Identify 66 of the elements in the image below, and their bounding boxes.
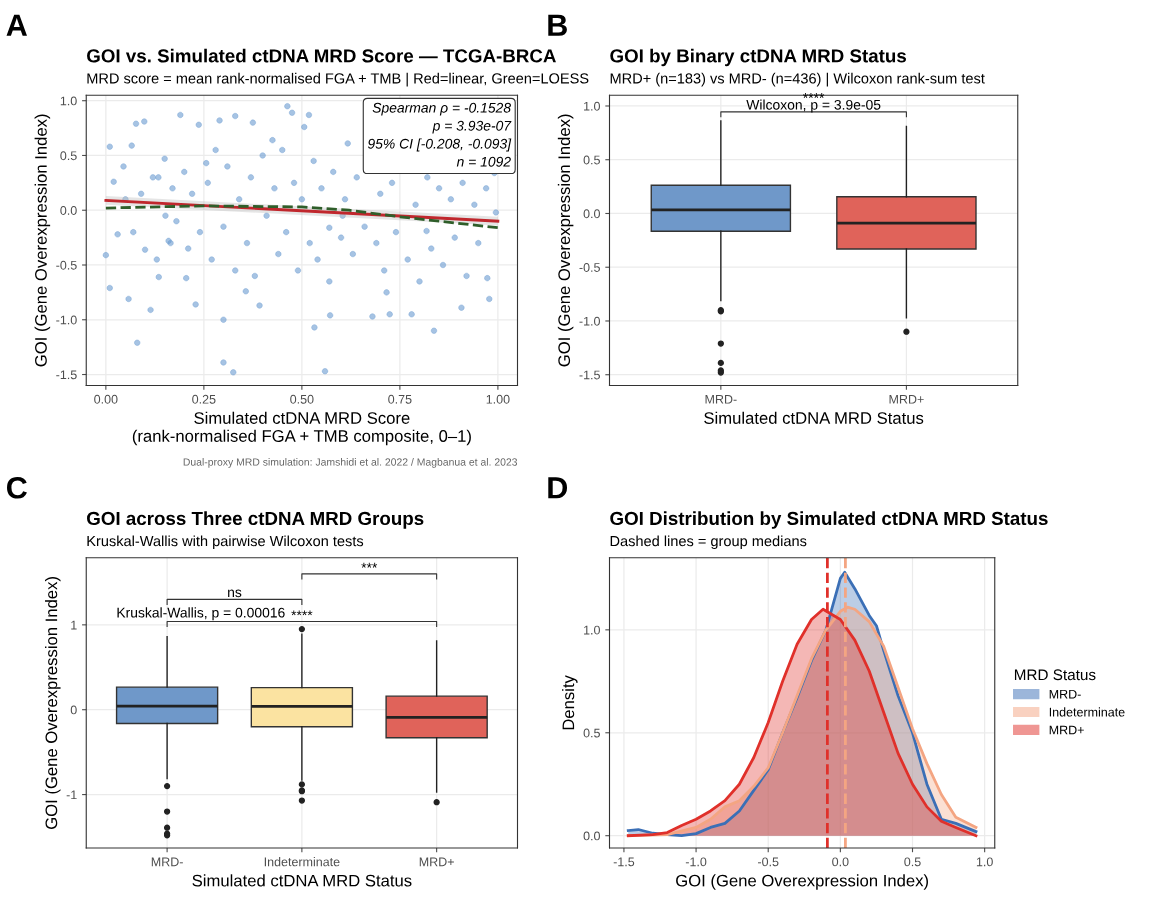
annotation: Kruskal-Wallis, p = 0.00016	[117, 607, 285, 621]
x-tick-label: 0.00	[94, 394, 118, 404]
x-tick-label: -1.0	[685, 857, 707, 867]
annotation: ****	[803, 93, 825, 98]
x-tick-label: 0.0	[832, 857, 849, 867]
y-tick-label: 1.0	[60, 96, 77, 106]
legend-label: MRD-	[1049, 689, 1081, 699]
x-tick-label: MRD-	[705, 394, 737, 404]
chart-subtitle: MRD+ (n=183) vs MRD- (n=436) | Wilcoxon rank-sum test	[610, 72, 985, 87]
chart-subtitle: Dashed lines = group medians	[610, 535, 807, 550]
text: D	[548, 477, 568, 499]
y-tick-label: -1.5	[56, 370, 77, 380]
y-tick-label: 0.5	[60, 151, 77, 161]
y-axis-title: GOI (Gene Overexpression Index)	[45, 577, 61, 829]
x-axis-title: Simulated ctDNA MRD Score (rank-normalised FGA + TMB composite, 0–1)	[132, 411, 471, 446]
annotation: Spearman ρ = -0.1528 p = 3.93e-07 95% CI [-0.208, -0.093] n = 1092	[367, 102, 512, 167]
y-axis-title: GOI (Gene Overexpression Index)	[34, 114, 51, 367]
y-tick-label: -1	[66, 790, 77, 800]
x-tick-label: 1.0	[976, 857, 993, 867]
x-tick-label: MRD+	[889, 394, 924, 404]
x-tick-label: Indeterminate	[264, 857, 340, 867]
x-tick-label: 0.75	[388, 394, 412, 404]
text: B	[548, 14, 567, 36]
y-tick-label: -1.5	[579, 370, 600, 380]
y-axis-title: Density	[562, 675, 578, 730]
x-tick-label: 0.5	[904, 857, 921, 867]
legend-label: Indeterminate	[1049, 707, 1125, 717]
y-tick-label: -1.0	[56, 315, 77, 325]
x-axis-title: Simulated ctDNA MRD Status	[704, 411, 924, 424]
y-tick-label: 1.0	[584, 625, 600, 635]
y-tick-label: 0.0	[583, 831, 600, 841]
chart-title: GOI vs. Simulated ctDNA MRD Score — TCGA-BRCA	[87, 48, 556, 63]
chart-title: GOI Distribution by Simulated ctDNA MRD Status	[610, 511, 1048, 529]
x-tick-label: 1.00	[486, 394, 510, 404]
chart-subtitle: MRD score = mean rank-normalised FGA + TMB | Red=linear, Green=LOESS	[87, 72, 589, 87]
x-axis-title: GOI (Gene Overexpression Index)	[676, 874, 928, 890]
y-tick-label: 0.0	[583, 209, 600, 219]
text: Dual-proxy MRD simulation: Jamshidi et al. 2022 / Magbanua et al. 2023	[183, 458, 518, 468]
x-tick-label: -0.5	[758, 857, 779, 867]
y-tick-label: 1.0	[584, 101, 600, 111]
annotation: ns	[228, 589, 242, 598]
x-axis-title: Simulated ctDNA MRD Status	[192, 874, 412, 887]
x-tick-label: -1.5	[613, 857, 635, 867]
y-tick-label: 1	[71, 620, 77, 630]
annotation: ****	[291, 610, 313, 616]
y-axis-title: GOI (Gene Overexpression Index)	[557, 114, 574, 367]
y-tick-label: 0.5	[583, 155, 600, 165]
y-tick-label: -0.5	[56, 260, 77, 270]
y-tick-label: 0.5	[583, 728, 600, 738]
chart-subtitle: Kruskal-Wallis with pairwise Wilcoxon tests	[87, 535, 364, 550]
legend-title: MRD Status	[1014, 669, 1096, 681]
x-tick-label: 0.50	[290, 394, 314, 404]
legend-label: MRD+	[1049, 725, 1084, 735]
annotation: Wilcoxon, p = 3.9e-05	[746, 99, 881, 113]
text: C	[7, 476, 27, 499]
chart-title: GOI across Three ctDNA MRD Groups	[87, 511, 424, 529]
y-tick-label: -0.5	[579, 263, 600, 272]
y-tick-label: 0.0	[60, 206, 77, 215]
annotation: ***	[361, 562, 378, 568]
x-tick-label: MRD-	[151, 857, 183, 867]
text: A	[6, 14, 28, 36]
x-tick-label: MRD+	[419, 857, 454, 867]
y-tick-label: -1.0	[579, 316, 600, 326]
x-tick-label: 0.25	[192, 394, 216, 404]
chart-title: GOI by Binary ctDNA MRD Status	[610, 48, 906, 67]
y-tick-label: 0	[70, 705, 77, 715]
